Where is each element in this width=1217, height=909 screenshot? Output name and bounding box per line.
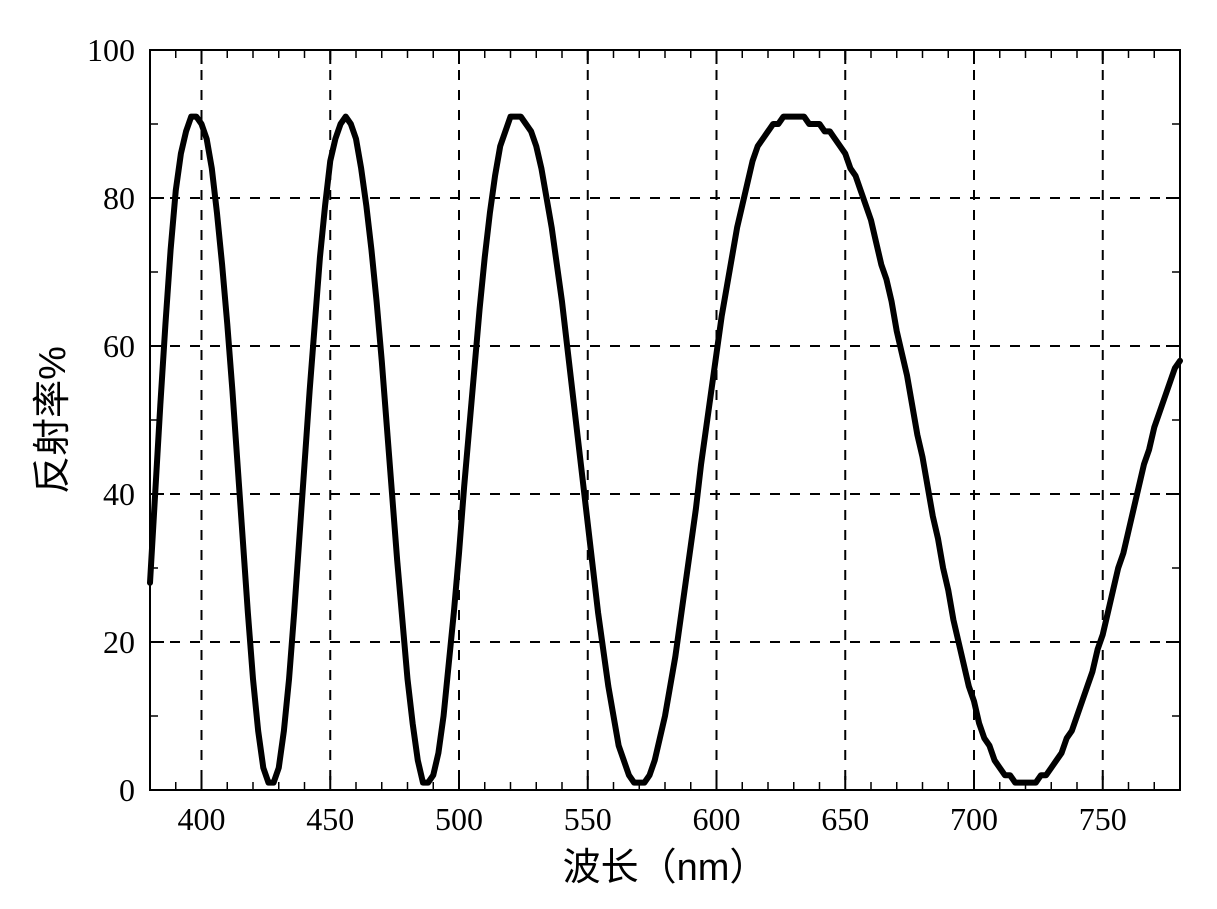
- x-tick-label: 500: [435, 801, 483, 837]
- x-tick-label: 550: [564, 801, 612, 837]
- y-tick-label: 0: [119, 772, 135, 808]
- y-tick-label: 80: [103, 180, 135, 216]
- y-tick-label: 40: [103, 476, 135, 512]
- y-tick-label: 60: [103, 328, 135, 364]
- x-tick-label: 400: [178, 801, 226, 837]
- x-tick-label: 600: [693, 801, 741, 837]
- x-tick-label: 700: [950, 801, 998, 837]
- y-axis-label: 反射率%: [32, 346, 74, 494]
- x-axis-label: 波长（nm）: [563, 847, 768, 889]
- x-tick-label: 450: [306, 801, 354, 837]
- reflectance-line: [150, 117, 1180, 783]
- y-tick-label: 100: [87, 32, 135, 68]
- x-tick-label: 750: [1079, 801, 1127, 837]
- plot-border: [150, 50, 1180, 790]
- x-tick-label: 650: [821, 801, 869, 837]
- chart-svg: 400 450 500 550 600 650 700 750 0 20 40 60 80 100 波长（n…: [20, 20, 1197, 889]
- reflectance-chart: 400 450 500 550 600 650 700 750 0 20 40 60 80 100 波长（n…: [20, 20, 1197, 889]
- y-tick-label: 20: [103, 624, 135, 660]
